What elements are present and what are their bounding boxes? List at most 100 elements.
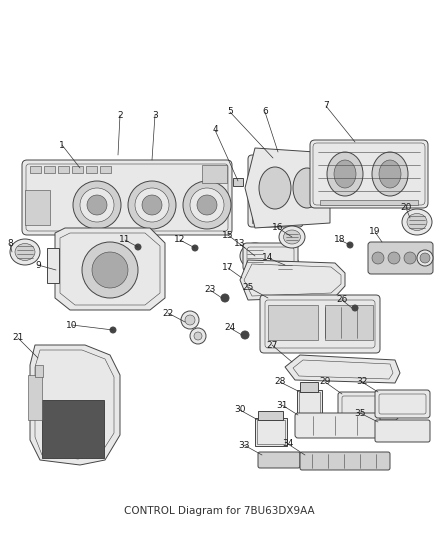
Circle shape <box>352 305 358 311</box>
Bar <box>58 166 69 173</box>
Polygon shape <box>55 228 165 310</box>
Text: 32: 32 <box>356 377 367 386</box>
Ellipse shape <box>240 243 270 269</box>
Text: 21: 21 <box>12 334 24 343</box>
Bar <box>325 305 373 340</box>
Text: 1: 1 <box>59 141 65 149</box>
Text: 5: 5 <box>227 108 233 117</box>
Circle shape <box>404 252 416 264</box>
Text: 15: 15 <box>222 230 234 239</box>
Circle shape <box>128 181 176 229</box>
Bar <box>44 166 55 173</box>
Circle shape <box>420 252 432 264</box>
Circle shape <box>420 253 430 263</box>
Bar <box>252 217 262 223</box>
Ellipse shape <box>15 244 35 261</box>
Text: 18: 18 <box>334 236 346 245</box>
Bar <box>320 200 418 205</box>
Text: 35: 35 <box>354 408 366 417</box>
FancyBboxPatch shape <box>258 452 300 468</box>
Bar <box>258 411 283 420</box>
Bar <box>72 166 83 173</box>
Circle shape <box>92 252 128 288</box>
Text: 24: 24 <box>224 324 236 333</box>
FancyBboxPatch shape <box>248 155 303 227</box>
Text: 4: 4 <box>212 125 218 134</box>
Bar <box>30 166 41 173</box>
Ellipse shape <box>271 253 299 277</box>
Text: 12: 12 <box>174 236 186 245</box>
Circle shape <box>190 328 206 344</box>
Text: 8: 8 <box>7 239 13 248</box>
Circle shape <box>185 315 195 325</box>
FancyBboxPatch shape <box>310 140 428 208</box>
Ellipse shape <box>245 247 265 264</box>
FancyBboxPatch shape <box>22 160 232 235</box>
Text: 22: 22 <box>162 309 173 318</box>
FancyBboxPatch shape <box>243 243 298 271</box>
Circle shape <box>73 181 121 229</box>
Circle shape <box>192 245 198 251</box>
Bar <box>299 392 320 418</box>
Circle shape <box>142 195 162 215</box>
Ellipse shape <box>279 226 305 248</box>
Circle shape <box>197 195 217 215</box>
Ellipse shape <box>334 160 356 188</box>
Ellipse shape <box>407 214 427 230</box>
FancyBboxPatch shape <box>375 420 430 442</box>
Ellipse shape <box>293 168 321 208</box>
Ellipse shape <box>327 152 363 196</box>
Circle shape <box>82 242 138 298</box>
Bar <box>25 190 50 225</box>
Bar <box>35 365 43 377</box>
Circle shape <box>183 181 231 229</box>
Circle shape <box>110 327 116 333</box>
Polygon shape <box>240 260 345 300</box>
Text: 10: 10 <box>66 320 78 329</box>
Text: 34: 34 <box>283 440 294 448</box>
Circle shape <box>87 195 107 215</box>
Bar <box>255 418 287 446</box>
Ellipse shape <box>379 160 401 188</box>
Circle shape <box>80 188 114 222</box>
Bar <box>28 375 42 420</box>
Polygon shape <box>285 355 400 383</box>
Polygon shape <box>30 345 120 465</box>
Text: 6: 6 <box>262 108 268 117</box>
FancyBboxPatch shape <box>368 242 433 274</box>
Text: 28: 28 <box>274 377 286 386</box>
Text: 20: 20 <box>400 204 412 213</box>
Ellipse shape <box>283 230 300 244</box>
Circle shape <box>135 244 141 250</box>
Text: 25: 25 <box>242 282 254 292</box>
Circle shape <box>221 294 229 302</box>
Text: 16: 16 <box>272 223 284 232</box>
Bar <box>233 178 243 186</box>
Text: 17: 17 <box>222 263 234 272</box>
Bar <box>300 382 318 392</box>
Bar <box>100 166 111 173</box>
Bar <box>297 390 322 420</box>
Text: 27: 27 <box>266 341 278 350</box>
Text: 30: 30 <box>234 406 246 415</box>
Ellipse shape <box>402 209 432 235</box>
Text: 33: 33 <box>238 440 250 449</box>
Text: 26: 26 <box>336 295 348 304</box>
Circle shape <box>190 188 224 222</box>
Bar <box>42 400 104 458</box>
Polygon shape <box>245 148 330 228</box>
Text: 9: 9 <box>35 261 41 270</box>
Circle shape <box>388 252 400 264</box>
Ellipse shape <box>259 167 291 209</box>
Circle shape <box>417 250 433 266</box>
Bar <box>202 165 227 183</box>
Text: 3: 3 <box>152 110 158 119</box>
Bar <box>47 248 59 283</box>
FancyBboxPatch shape <box>375 390 430 418</box>
Circle shape <box>135 188 169 222</box>
Ellipse shape <box>10 239 40 265</box>
Text: 19: 19 <box>369 228 381 237</box>
Bar <box>268 305 318 340</box>
Text: 11: 11 <box>119 236 131 245</box>
Text: 31: 31 <box>276 400 288 409</box>
